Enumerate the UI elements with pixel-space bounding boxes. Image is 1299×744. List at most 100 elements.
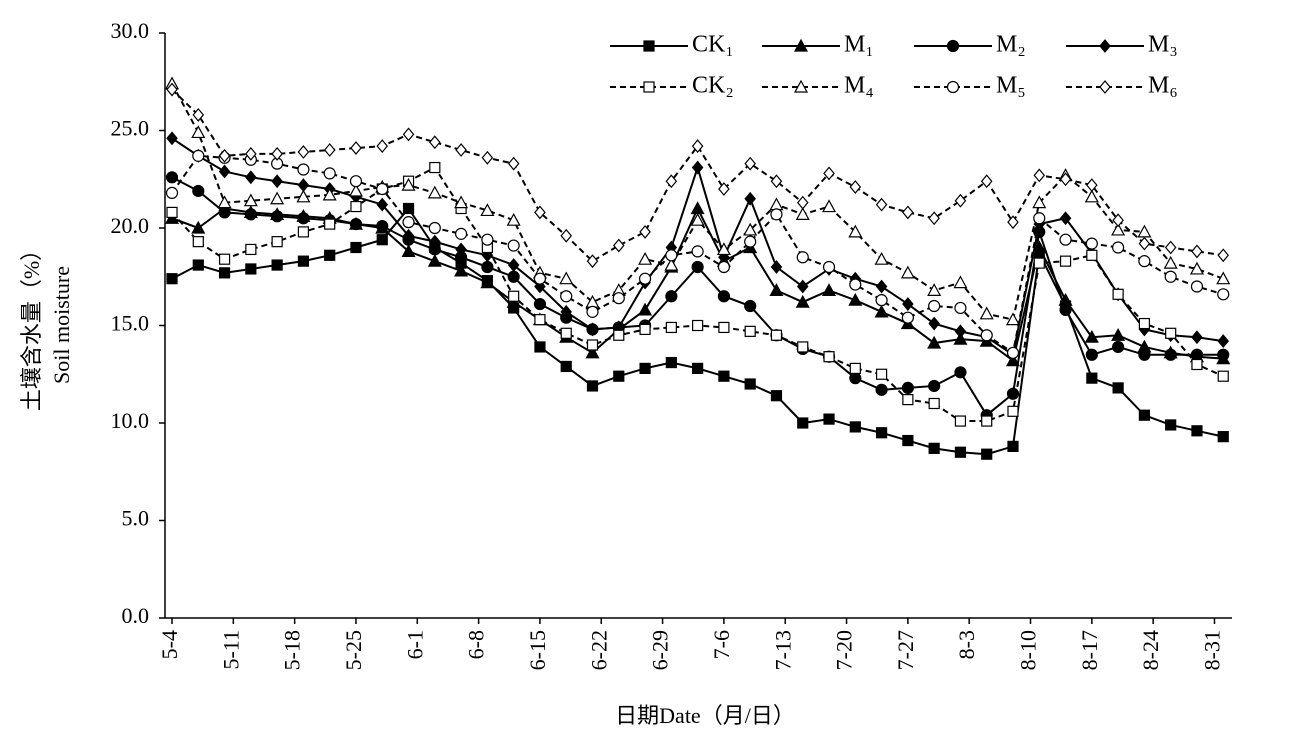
- y-tick-label: 0.0: [122, 603, 150, 628]
- data-point: [664, 257, 679, 271]
- data-point: [691, 260, 704, 274]
- data-point: [1189, 261, 1204, 275]
- data-point: [297, 163, 310, 176]
- legend-marker: [946, 39, 960, 53]
- data-point: [744, 235, 757, 248]
- data-point: [1112, 288, 1124, 300]
- data-point: [350, 200, 362, 213]
- data-point: [271, 259, 283, 271]
- x-tick-label: 6-15: [525, 630, 550, 670]
- data-point: [560, 360, 572, 373]
- data-point: [401, 244, 416, 257]
- data-point: [639, 362, 651, 374]
- data-point: [507, 258, 520, 272]
- data-point: [271, 236, 283, 248]
- data-point: [823, 166, 835, 181]
- data-point: [1138, 236, 1151, 251]
- x-tick-label: 6-1: [402, 630, 427, 659]
- data-point: [718, 182, 730, 196]
- data-point: [376, 219, 389, 233]
- data-point: [849, 180, 862, 194]
- data-point: [954, 446, 967, 458]
- data-point: [1190, 348, 1204, 361]
- data-point: [770, 174, 783, 189]
- data-point: [1164, 348, 1177, 361]
- data-point: [245, 263, 257, 275]
- data-point: [770, 260, 783, 274]
- data-point: [166, 82, 178, 97]
- data-point: [481, 150, 494, 165]
- data-point: [770, 390, 783, 402]
- data-point: [1007, 215, 1019, 230]
- data-point: [481, 260, 494, 274]
- data-point: [638, 251, 653, 265]
- data-point: [191, 125, 206, 139]
- y-tick-label: 25.0: [111, 116, 150, 141]
- data-point: [586, 322, 599, 337]
- data-point: [927, 283, 942, 296]
- data-point: [376, 182, 389, 196]
- data-point: [1190, 280, 1204, 293]
- legend-marker: [643, 40, 655, 52]
- data-point: [297, 226, 310, 238]
- data-point: [613, 238, 625, 253]
- data-point: [849, 278, 862, 291]
- data-point: [376, 234, 388, 246]
- data-point: [427, 253, 442, 267]
- data-point: [297, 255, 310, 267]
- legend-label: M₃: [1148, 32, 1178, 58]
- data-point: [192, 107, 205, 122]
- data-point: [245, 170, 257, 185]
- data-point: [402, 202, 415, 215]
- data-point: [744, 156, 756, 171]
- data-point: [638, 302, 653, 316]
- data-point: [1191, 244, 1203, 259]
- data-point: [323, 167, 336, 180]
- data-point: [692, 319, 704, 332]
- data-point: [639, 224, 651, 239]
- data-point: [744, 191, 756, 206]
- data-point: [1138, 348, 1151, 361]
- y-axis-label: Soil moisture: [49, 266, 74, 384]
- data-point: [928, 316, 940, 331]
- data-point: [1086, 249, 1098, 261]
- data-point: [559, 271, 574, 285]
- data-point: [848, 224, 863, 238]
- y-axis-label: 土壤含水量（%）: [19, 239, 44, 411]
- data-point: [981, 448, 993, 460]
- data-point: [954, 301, 967, 315]
- data-point: [1165, 419, 1177, 431]
- data-point: [429, 161, 441, 174]
- data-point: [218, 148, 231, 163]
- legend-label: CK₁: [692, 32, 734, 58]
- data-point: [218, 164, 231, 179]
- data-point: [1164, 240, 1177, 255]
- data-point: [1163, 255, 1178, 269]
- data-point: [1111, 222, 1126, 236]
- x-tick-label: 8-10: [1016, 630, 1041, 670]
- data-point: [534, 205, 546, 220]
- data-point: [848, 292, 863, 306]
- data-point: [192, 236, 204, 248]
- data-point: [928, 211, 940, 226]
- data-point: [795, 207, 810, 220]
- legend-label: M₄: [844, 73, 874, 99]
- data-point: [560, 304, 573, 319]
- data-point: [217, 195, 232, 209]
- data-point: [245, 146, 257, 161]
- data-point: [954, 415, 967, 427]
- data-point: [979, 306, 994, 320]
- x-tick-label: 5-4: [157, 630, 182, 659]
- data-point: [533, 297, 547, 311]
- data-point: [507, 270, 520, 283]
- data-point: [1084, 329, 1099, 343]
- data-point: [245, 243, 257, 256]
- data-point: [718, 370, 730, 382]
- x-tick-label: 7-27: [893, 630, 918, 670]
- data-point: [797, 341, 809, 353]
- data-point: [927, 335, 942, 349]
- data-point: [506, 212, 521, 226]
- data-point: [1007, 440, 1019, 452]
- data-point: [875, 294, 888, 307]
- data-point: [218, 267, 231, 279]
